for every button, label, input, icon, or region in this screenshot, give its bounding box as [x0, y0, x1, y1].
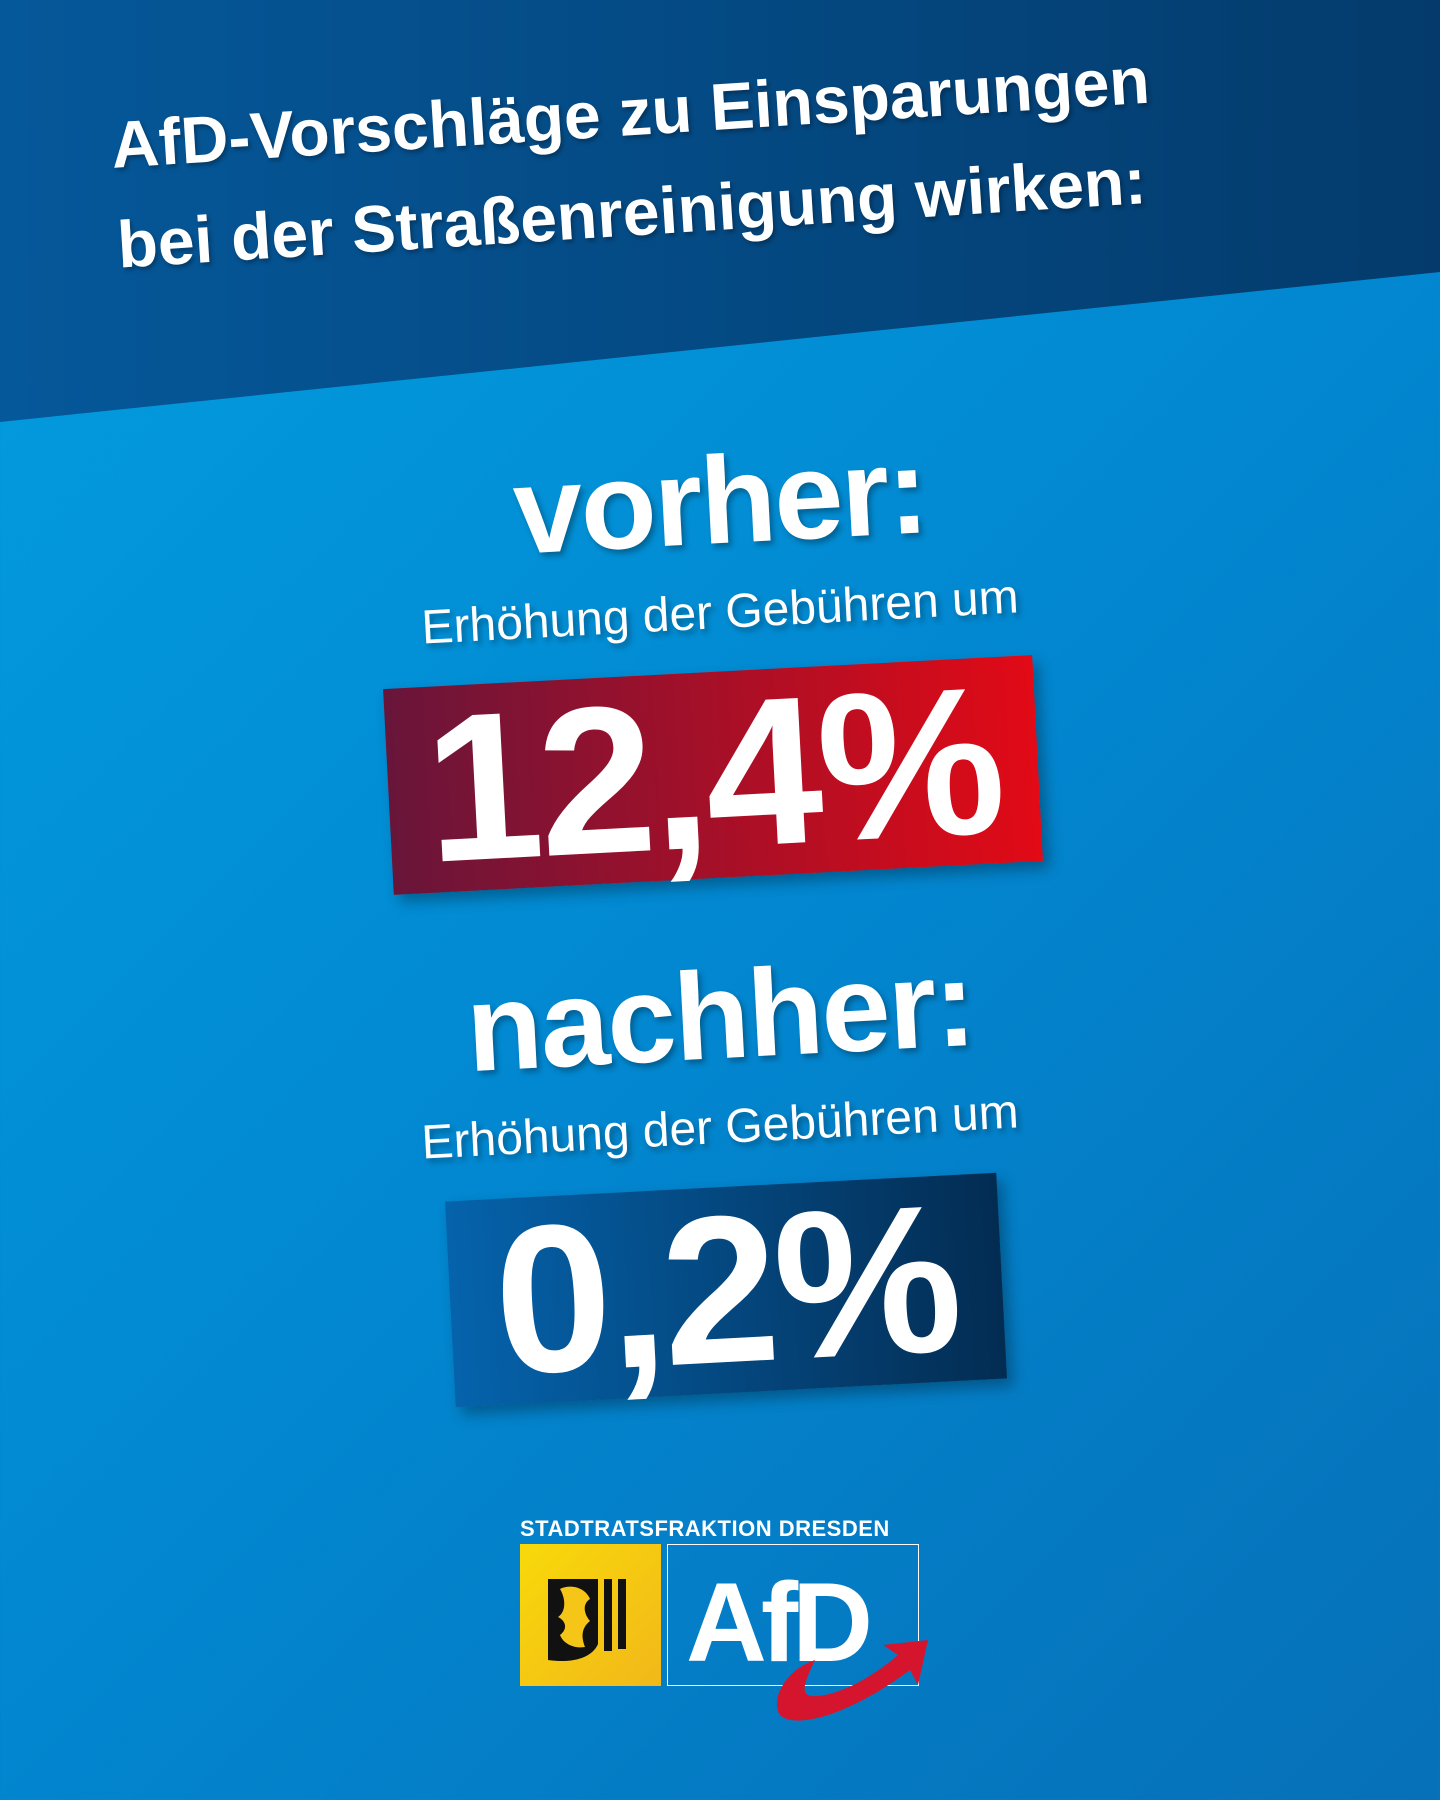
before-value-box: 12,4% — [383, 642, 1043, 907]
after-value: 0,2% — [488, 1160, 964, 1419]
logo-caption: STADTRATSFRAKTION DRESDEN — [520, 1516, 890, 1541]
dresden-crest-icon — [520, 1544, 661, 1686]
after-value-box: 0,2% — [444, 1160, 1008, 1419]
afd-wordmark: AfD — [686, 1560, 873, 1685]
red-arrow-icon — [776, 1640, 928, 1721]
before-value: 12,4% — [419, 642, 1007, 907]
